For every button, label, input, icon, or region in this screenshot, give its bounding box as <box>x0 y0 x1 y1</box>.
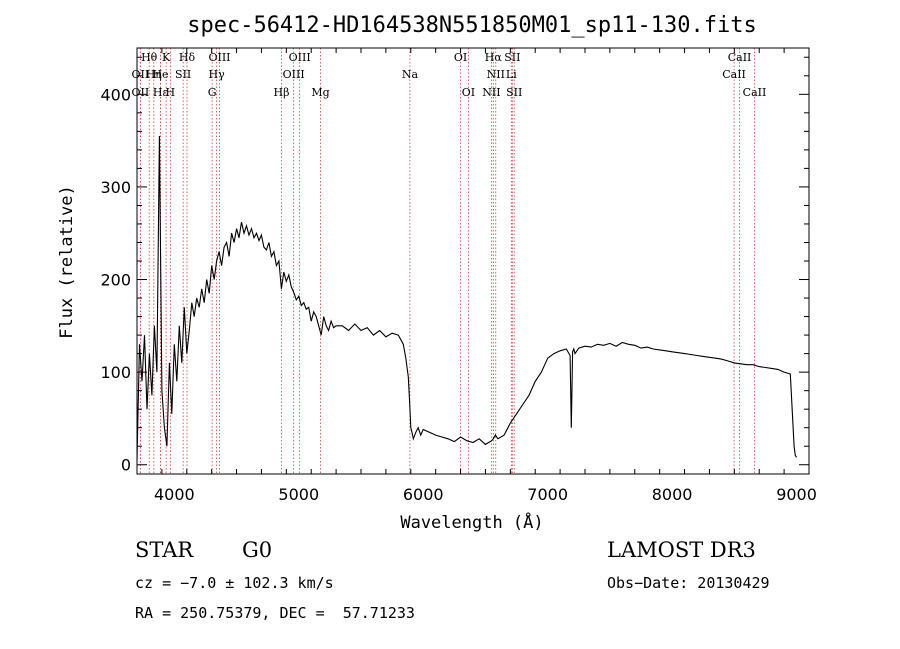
spectral-line-label: OII <box>132 68 150 81</box>
spectral-line-label: CaII <box>743 86 767 99</box>
x-tick-label: 4000 <box>154 485 195 504</box>
spectral-line-label: NII <box>487 68 505 81</box>
spectral-line-label: SII <box>506 86 522 99</box>
spectral-line-label: Hθ <box>141 51 158 64</box>
x-tick-label: 5000 <box>278 485 319 504</box>
plot-frame <box>136 47 810 475</box>
object-class: STAR <box>135 538 194 562</box>
spectral-line-label: Na <box>402 68 419 81</box>
spectral-line-label: OIII <box>289 51 311 64</box>
spectral-line-label: OII <box>132 86 150 99</box>
spectral-line-label: SII <box>175 68 191 81</box>
spectral-line-label: K <box>162 51 171 64</box>
x-tick-label: 8000 <box>652 485 693 504</box>
spectral-line-label: H <box>166 86 176 99</box>
spectral-line-label: Mg <box>311 86 329 99</box>
x-tick-label: 6000 <box>403 485 444 504</box>
spectral-line-label: He <box>152 68 168 81</box>
observation-date: Obs−Date: 20130429 <box>607 574 770 592</box>
x-axis-label: Wavelength (Å) <box>400 511 543 533</box>
survey-name: LAMOST DR3 <box>607 538 756 562</box>
y-tick-label: 300 <box>100 178 131 197</box>
redshift-velocity: cz = −7.0 ± 102.3 km/s <box>135 574 334 592</box>
spectral-line-label: Hε <box>153 86 169 99</box>
spectral-line-label: SII <box>504 51 520 64</box>
y-tick-label: 0 <box>121 456 131 475</box>
spectral-line-label: OI <box>454 51 467 64</box>
x-tick-label: 9000 <box>776 485 817 504</box>
object-subclass: G0 <box>242 538 273 562</box>
spectral-line-label: Hβ <box>274 86 290 99</box>
spectral-line-label: G <box>208 86 217 99</box>
y-tick-label: 200 <box>100 271 131 290</box>
y-axis-ticks: 0 100 200 300 400 <box>100 56 809 475</box>
ra-dec-coordinates: RA = 250.75379, DEC = 57.71233 <box>135 604 415 622</box>
y-tick-label: 100 <box>100 363 131 382</box>
spectral-line-label: Hη <box>146 68 162 81</box>
y-tick-label: 400 <box>100 85 131 104</box>
spectral-line-label: Hα <box>485 51 503 64</box>
y-axis-label: Flux (relative) <box>57 185 77 339</box>
spectral-line-label: CaII <box>728 51 752 64</box>
spectral-line-label: CaII <box>722 68 746 81</box>
spectral-line-label: OIII <box>208 51 230 64</box>
spectrum-line <box>136 135 798 461</box>
spectral-line-label: OIII <box>283 68 305 81</box>
x-tick-label: 7000 <box>527 485 568 504</box>
spectral-line-label: Hγ <box>209 68 226 81</box>
spectral-line-label: NII <box>482 86 500 99</box>
x-axis-ticks: 4000 5000 6000 7000 8000 9000 <box>136 48 817 504</box>
spectral-line-label: OI <box>462 86 475 99</box>
chart-title: spec-56412-HD164538N551850M01_sp11-130.f… <box>187 13 757 38</box>
spectral-line-label: Li <box>506 68 517 81</box>
spectral-line-label: Hδ <box>179 51 196 64</box>
spectral-line-markers <box>139 48 755 474</box>
